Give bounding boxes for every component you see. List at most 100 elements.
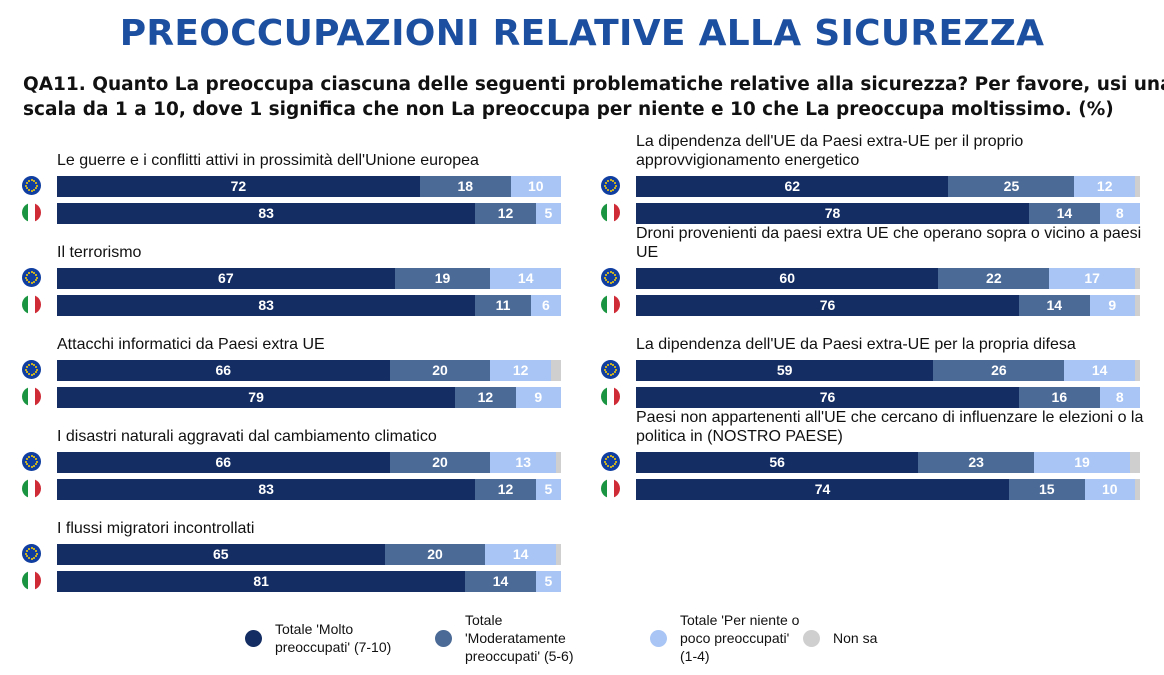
eu-flag-icon [601, 268, 620, 287]
per-niente-segment: 14 [485, 544, 556, 565]
non-sa-segment [555, 452, 561, 473]
molto-preoccupati-segment: 83 [57, 295, 476, 316]
molto-preoccupati-segment: 81 [57, 571, 466, 592]
eu-flag-icon [601, 176, 620, 195]
stacked-bar: 83 11 6 [57, 295, 561, 316]
moderatamente-preoccupati-segment: 25 [948, 176, 1075, 197]
italy-flag-icon [601, 295, 620, 314]
item-label: I flussi migratori incontrollati [57, 520, 255, 537]
molto-preoccupati-segment: 79 [57, 387, 456, 408]
stacked-bar: 76 14 9 [636, 295, 1140, 316]
moderatamente-preoccupati-segment: 16 [1019, 387, 1100, 408]
item-label: Paesi non appartenenti all'UE che cercan… [636, 409, 1144, 445]
molto-preoccupati-segment: 56 [636, 452, 919, 473]
moderatamente-preoccupati-segment: 26 [933, 360, 1065, 381]
molto-preoccupati-segment: 66 [57, 360, 390, 381]
eu-flag-icon [601, 360, 620, 379]
stacked-bar: 81 14 5 [57, 571, 561, 592]
non-sa-segment [550, 360, 561, 381]
eu-flag-icon [601, 452, 620, 471]
italy-flag-icon [22, 203, 41, 222]
italy-flag-icon [22, 387, 41, 406]
item-label: Le guerre e i conflitti attivi in prossi… [57, 152, 479, 169]
question-line-2: scala da 1 a 10, dove 1 significa che no… [23, 99, 1114, 120]
item-label: La dipendenza dell'UE da Paesi extra-UE … [636, 336, 1076, 353]
eu-bar-row: 66 20 13 [22, 452, 562, 473]
eu-bar-row: 62 25 12 [601, 176, 1141, 197]
italy-bar-row: 76 16 8 [601, 387, 1141, 408]
per-niente-segment: 9 [515, 387, 561, 408]
italy-bar-row: 83 12 5 [22, 203, 562, 224]
eu-flag-icon [22, 360, 41, 379]
per-niente-segment: 13 [490, 452, 556, 473]
per-niente-segment: 17 [1049, 268, 1135, 289]
stacked-bar: 79 12 9 [57, 387, 561, 408]
molto-preoccupati-segment: 66 [57, 452, 390, 473]
non-sa-segment [1129, 452, 1140, 473]
moderatamente-preoccupati-segment: 18 [419, 176, 511, 197]
eu-bar-row: 59 26 14 [601, 360, 1141, 381]
non-sa-segment [1134, 295, 1140, 316]
legend-label: Non sa [833, 630, 878, 646]
stacked-bar: 56 23 19 [636, 452, 1140, 473]
legend-swatch [803, 630, 820, 647]
moderatamente-preoccupati-segment: 12 [475, 203, 536, 224]
item-label: I disastri naturali aggravati dal cambia… [57, 428, 437, 445]
stacked-bar: 83 12 5 [57, 203, 561, 224]
italy-flag-icon [22, 571, 41, 590]
moderatamente-preoccupati-segment: 12 [455, 387, 516, 408]
moderatamente-preoccupati-segment: 14 [1029, 203, 1100, 224]
stacked-bar: 66 20 13 [57, 452, 561, 473]
legend-swatch [245, 630, 262, 647]
italy-bar-row: 81 14 5 [22, 571, 562, 592]
chart-legend: Totale 'Molto preoccupati' (7-10) Totale … [245, 612, 945, 672]
italy-flag-icon [601, 479, 620, 498]
italy-flag-icon [22, 479, 41, 498]
eu-flag-icon [22, 268, 41, 287]
per-niente-segment: 5 [535, 479, 561, 500]
molto-preoccupati-segment: 83 [57, 203, 476, 224]
per-niente-segment: 14 [1064, 360, 1135, 381]
per-niente-segment: 19 [1034, 452, 1130, 473]
eu-bar-row: 65 20 14 [22, 544, 562, 565]
molto-preoccupati-segment: 67 [57, 268, 395, 289]
stacked-bar: 78 14 8 [636, 203, 1140, 224]
stacked-bar: 67 19 14 [57, 268, 561, 289]
italy-bar-row: 74 15 10 [601, 479, 1141, 500]
per-niente-segment: 14 [490, 268, 561, 289]
per-niente-segment: 5 [535, 571, 561, 592]
molto-preoccupati-segment: 83 [57, 479, 476, 500]
eu-flag-icon [22, 176, 41, 195]
moderatamente-preoccupati-segment: 20 [389, 360, 491, 381]
per-niente-segment: 5 [535, 203, 561, 224]
non-sa-segment [1134, 479, 1140, 500]
eu-bar-row: 56 23 19 [601, 452, 1141, 473]
non-sa-segment [1134, 360, 1140, 381]
moderatamente-preoccupati-segment: 14 [1019, 295, 1090, 316]
molto-preoccupati-segment: 78 [636, 203, 1030, 224]
eu-bar-row: 72 18 10 [22, 176, 562, 197]
moderatamente-preoccupati-segment: 12 [475, 479, 536, 500]
molto-preoccupati-segment: 74 [636, 479, 1009, 500]
item-label: Attacchi informatici da Paesi extra UE [57, 336, 325, 353]
page-title: PREOCCUPAZIONI RELATIVE ALLA SICUREZZA [119, 13, 1045, 54]
legend-swatch [650, 630, 667, 647]
stacked-bar: 60 22 17 [636, 268, 1140, 289]
per-niente-segment: 10 [510, 176, 561, 197]
legend-label: Totale 'Per niente o poco preoccupati' (… [680, 612, 800, 664]
eu-flag-icon [22, 544, 41, 563]
italy-flag-icon [601, 387, 620, 406]
per-niente-segment: 12 [490, 360, 551, 381]
moderatamente-preoccupati-segment: 11 [475, 295, 531, 316]
stacked-bar: 65 20 14 [57, 544, 561, 565]
italy-bar-row: 83 12 5 [22, 479, 562, 500]
non-sa-segment [1134, 268, 1140, 289]
item-label: Il terrorismo [57, 244, 142, 261]
molto-preoccupati-segment: 76 [636, 387, 1020, 408]
molto-preoccupati-segment: 76 [636, 295, 1020, 316]
item-label: Droni provenienti da paesi extra UE che … [636, 225, 1142, 261]
eu-flag-icon [22, 452, 41, 471]
per-niente-segment: 10 [1084, 479, 1135, 500]
italy-bar-row: 83 11 6 [22, 295, 562, 316]
moderatamente-preoccupati-segment: 22 [938, 268, 1050, 289]
